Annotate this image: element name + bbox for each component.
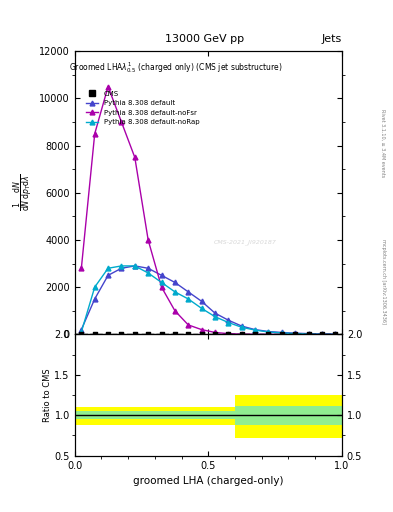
Pythia 8.308 default-noFsr [239,331,244,337]
Pythia 8.308 default-noFsr [159,284,164,290]
Pythia 8.308 default [306,331,311,337]
Pythia 8.308 default-noRap [239,324,244,330]
CMS [292,330,298,338]
Pythia 8.308 default-noFsr [226,331,231,337]
Pythia 8.308 default-noFsr [146,237,151,243]
Line: Pythia 8.308 default-noFsr: Pythia 8.308 default-noFsr [79,84,338,337]
CMS [92,330,98,338]
Y-axis label: Ratio to CMS: Ratio to CMS [43,368,51,422]
CMS [172,330,178,338]
Pythia 8.308 default [173,280,177,286]
Pythia 8.308 default [279,329,284,335]
Pythia 8.308 default-noRap [279,330,284,336]
Pythia 8.308 default [132,263,137,269]
Pythia 8.308 default-noFsr [213,329,217,335]
Pythia 8.308 default-noRap [146,270,151,276]
Pythia 8.308 default [146,265,151,271]
Line: Pythia 8.308 default: Pythia 8.308 default [79,264,338,337]
Pythia 8.308 default-noRap [320,331,324,337]
Text: Jets: Jets [321,33,342,44]
Pythia 8.308 default-noFsr [79,265,84,271]
CMS [239,330,245,338]
Pythia 8.308 default [199,298,204,304]
Pythia 8.308 default [333,331,338,337]
Text: 13000 GeV pp: 13000 GeV pp [165,33,244,44]
Pythia 8.308 default-noRap [173,289,177,295]
Pythia 8.308 default [266,328,271,334]
Pythia 8.308 default [253,327,257,333]
Pythia 8.308 default-noRap [106,265,110,271]
Pythia 8.308 default-noFsr [119,119,124,125]
CMS [319,330,325,338]
CMS [105,330,111,338]
Pythia 8.308 default [106,272,110,279]
Pythia 8.308 default-noFsr [306,331,311,337]
Text: Rivet 3.1.10, ≥ 3.4M events: Rivet 3.1.10, ≥ 3.4M events [381,109,386,178]
Pythia 8.308 default [79,327,84,333]
Legend: CMS, Pythia 8.308 default, Pythia 8.308 default-noFsr, Pythia 8.308 default-noRa: CMS, Pythia 8.308 default, Pythia 8.308 … [83,89,201,127]
Pythia 8.308 default [159,272,164,279]
Pythia 8.308 default-noFsr [199,327,204,333]
CMS [279,330,285,338]
Pythia 8.308 default-noFsr [279,331,284,337]
Pythia 8.308 default-noFsr [293,331,298,337]
Pythia 8.308 default-noRap [253,327,257,333]
Pythia 8.308 default-noRap [79,329,84,335]
Pythia 8.308 default-noFsr [186,322,191,328]
Pythia 8.308 default-noRap [306,331,311,337]
Pythia 8.308 default-noFsr [333,331,338,337]
CMS [158,330,165,338]
Pythia 8.308 default-noRap [213,313,217,319]
Pythia 8.308 default [92,296,97,302]
Text: CMS-2021_JI920187: CMS-2021_JI920187 [214,240,277,245]
CMS [252,330,258,338]
Pythia 8.308 default [239,323,244,329]
Pythia 8.308 default-noRap [119,263,124,269]
CMS [118,330,125,338]
Text: mcplots.cern.ch [arXiv:1306.3436]: mcplots.cern.ch [arXiv:1306.3436] [381,239,386,324]
CMS [265,330,272,338]
Pythia 8.308 default-noFsr [106,83,110,90]
Pythia 8.308 default [119,265,124,271]
Pythia 8.308 default-noRap [186,296,191,302]
CMS [185,330,191,338]
Pythia 8.308 default-noRap [293,331,298,337]
Pythia 8.308 default [186,289,191,295]
Text: Groomed LHA$\lambda^{1}_{0.5}$ (charged only) (CMS jet substructure): Groomed LHA$\lambda^{1}_{0.5}$ (charged … [69,60,283,75]
Pythia 8.308 default-noRap [159,280,164,286]
Pythia 8.308 default-noRap [226,319,231,326]
Pythia 8.308 default-noRap [266,329,271,335]
CMS [305,330,312,338]
Pythia 8.308 default-noFsr [132,154,137,160]
Pythia 8.308 default-noFsr [173,308,177,314]
Pythia 8.308 default [226,317,231,323]
CMS [332,330,338,338]
Pythia 8.308 default-noFsr [253,331,257,337]
Pythia 8.308 default-noRap [92,284,97,290]
Pythia 8.308 default-noFsr [320,331,324,337]
Y-axis label: $\frac{1}{\mathrm{d}N}\frac{\mathrm{d}N}{\mathrm{d}p_T\mathrm{d}\lambda}$: $\frac{1}{\mathrm{d}N}\frac{\mathrm{d}N}… [12,174,36,211]
Line: Pythia 8.308 default-noRap: Pythia 8.308 default-noRap [79,264,338,337]
X-axis label: groomed LHA (charged-only): groomed LHA (charged-only) [133,476,283,486]
Pythia 8.308 default [213,310,217,316]
Pythia 8.308 default [320,331,324,337]
Pythia 8.308 default-noFsr [266,331,271,337]
CMS [78,330,84,338]
CMS [132,330,138,338]
CMS [198,330,205,338]
CMS [212,330,218,338]
Pythia 8.308 default-noRap [333,331,338,337]
CMS [225,330,231,338]
Pythia 8.308 default [293,330,298,336]
Pythia 8.308 default-noFsr [92,131,97,137]
Pythia 8.308 default-noRap [132,263,137,269]
CMS [145,330,151,338]
Pythia 8.308 default-noRap [199,305,204,311]
